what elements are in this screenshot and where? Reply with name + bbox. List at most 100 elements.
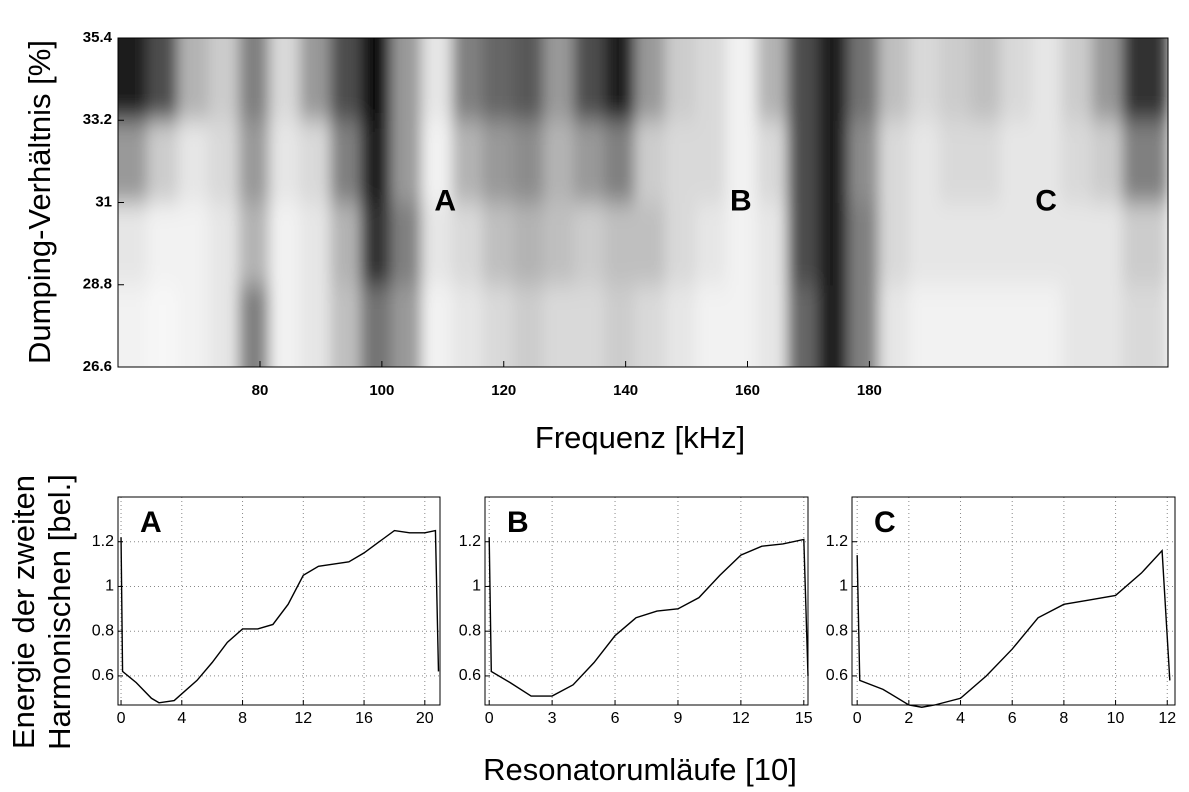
heat-cell — [451, 284, 483, 367]
heat-cell — [269, 120, 301, 203]
heat-cell — [787, 284, 819, 367]
heat-cell — [695, 202, 727, 286]
y-tick-label: 28.8 — [83, 276, 112, 293]
heat-cell — [451, 120, 483, 203]
heat-cell — [208, 202, 240, 286]
heat-cell — [1000, 202, 1032, 286]
heat-cell — [451, 202, 483, 286]
heat-cell — [1000, 284, 1032, 367]
heat-cell — [238, 120, 270, 203]
heat-cell — [634, 202, 666, 286]
heat-cell — [909, 38, 940, 121]
heat-cell — [634, 120, 666, 203]
heat-cell — [451, 38, 483, 121]
heat-cell — [1091, 38, 1123, 121]
heat-cell — [909, 202, 940, 286]
heat-cell — [787, 38, 819, 121]
heat-cell — [848, 120, 880, 203]
heat-cell — [969, 284, 1001, 367]
heat-cell — [665, 120, 697, 203]
heat-cell — [391, 202, 422, 286]
heat-cell — [1061, 284, 1093, 367]
heat-cell — [1122, 38, 1168, 121]
heat-cell — [969, 120, 1001, 203]
x-tick-label: 2 — [904, 710, 913, 727]
heat-cell — [1122, 202, 1168, 286]
heat-cell — [573, 120, 605, 203]
heat-cell — [1091, 284, 1123, 367]
heat-cell — [695, 284, 727, 367]
heat-cell — [787, 202, 819, 286]
heat-cell — [269, 284, 301, 367]
y-tick-label: 31 — [95, 193, 112, 210]
heat-cell — [1000, 38, 1032, 121]
heat-cell — [482, 284, 514, 367]
x-tick-label: 8 — [238, 710, 247, 727]
x-tick-label: 160 — [735, 382, 760, 399]
heat-cell — [756, 284, 788, 367]
y-tick-label: 33.2 — [83, 111, 112, 128]
panel-title: A — [140, 506, 162, 539]
heat-cell — [330, 202, 362, 286]
heat-cell — [1030, 202, 1062, 286]
heat-cell — [391, 284, 422, 367]
heat-cell — [1000, 120, 1032, 203]
heat-cell — [939, 284, 971, 367]
y-tick-label: 0.6 — [92, 667, 114, 684]
heat-cell — [817, 120, 849, 203]
heat-cell — [604, 202, 636, 286]
heat-cell — [1030, 284, 1062, 367]
heat-cell — [756, 202, 788, 286]
y-tick-label: 0.8 — [92, 622, 114, 639]
heat-cell — [909, 284, 940, 367]
heat-cell — [1061, 38, 1093, 121]
x-tick-label: 100 — [369, 382, 394, 399]
heat-cell — [573, 202, 605, 286]
heat-cell — [421, 284, 453, 367]
heat-cell — [878, 284, 910, 367]
heat-cell — [299, 38, 331, 121]
x-tick-label: 180 — [857, 382, 882, 399]
y-tick-label: 1.2 — [826, 533, 848, 550]
plot-frame — [484, 496, 809, 706]
heat-cell — [543, 284, 575, 367]
heat-cell — [543, 38, 575, 121]
heat-cell — [208, 38, 240, 121]
heat-cell — [147, 284, 179, 367]
heat-cell — [330, 120, 362, 203]
heat-cell — [147, 202, 179, 286]
heat-cell — [330, 284, 362, 367]
heat-cell — [939, 202, 971, 286]
heat-cell — [512, 120, 544, 203]
x-tick-label: 12 — [1158, 710, 1176, 727]
heat-cell — [238, 38, 270, 121]
heat-cell — [360, 38, 392, 121]
heat-cell — [238, 202, 270, 286]
heat-cell — [482, 202, 514, 286]
heat-cell — [817, 202, 849, 286]
heat-cell — [360, 202, 392, 286]
heat-cell — [726, 284, 758, 367]
heat-cell — [238, 284, 270, 367]
y-axis-label: Harmonischen [bel.] — [42, 474, 77, 750]
heat-cell — [360, 120, 392, 203]
heat-cell — [512, 202, 544, 286]
y-axis-label: Energie der zweiten — [6, 475, 41, 749]
y-tick-label: 35.4 — [83, 29, 113, 46]
heat-cell — [482, 120, 514, 203]
x-tick-label: 0 — [117, 710, 126, 727]
heat-cell — [726, 202, 758, 286]
heat-cell — [573, 284, 605, 367]
heat-cell — [118, 120, 148, 203]
y-tick-label: 1.2 — [459, 533, 481, 550]
heat-cell — [604, 120, 636, 203]
heat-cell — [208, 284, 240, 367]
x-tick-label: 140 — [613, 382, 638, 399]
heat-cell — [512, 38, 544, 121]
x-axis-label: Frequenz [kHz] — [535, 420, 745, 455]
heat-cell — [1122, 120, 1168, 203]
x-tick-label: 15 — [795, 710, 813, 727]
heat-cell — [421, 202, 453, 286]
heat-cell — [421, 120, 453, 203]
